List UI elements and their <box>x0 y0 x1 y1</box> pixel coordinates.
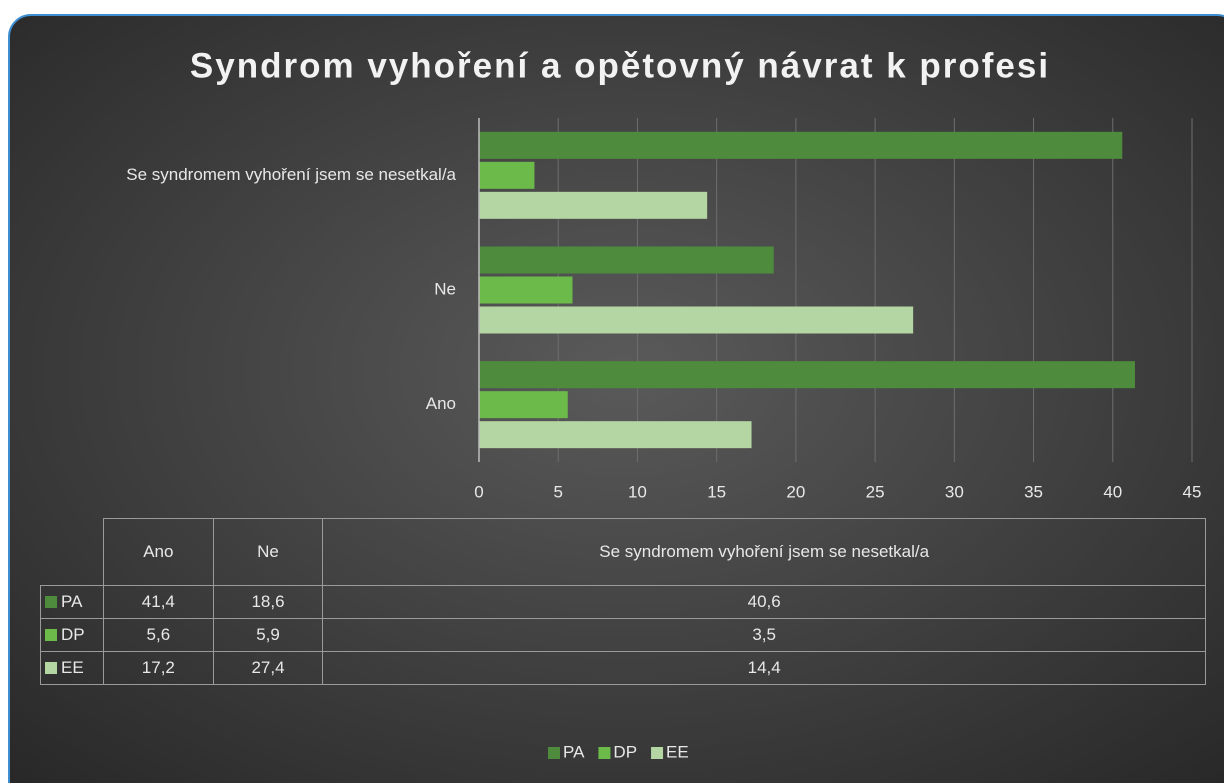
legend-label: DP <box>613 742 637 761</box>
table-row: PA 41,4 18,6 40,6 <box>40 585 1206 619</box>
row-swatch <box>45 629 57 641</box>
y-tick-label: Ano <box>426 394 456 413</box>
y-tick-label: Ne <box>434 279 456 298</box>
x-tick-label: 25 <box>866 482 885 501</box>
legend-swatch <box>598 747 611 759</box>
data-table: Ano Ne Se syndromem vyhoření jsem se nes… <box>40 518 1206 685</box>
table-header-cell: Ano <box>103 518 214 586</box>
x-tick-label: 10 <box>628 482 647 501</box>
bar <box>479 131 1123 159</box>
table-cell: 41,4 <box>103 585 214 619</box>
x-tick-label: 5 <box>553 482 562 501</box>
x-tick-label: 40 <box>1103 482 1122 501</box>
legend-label: EE <box>666 742 689 761</box>
x-tick-label: 20 <box>786 482 805 501</box>
table-cell: 27,4 <box>212 651 324 685</box>
table-header: Ano Ne Se syndromem vyhoření jsem se nes… <box>40 518 1206 586</box>
bar <box>479 246 774 274</box>
row-swatch <box>45 596 57 608</box>
legend-swatch <box>651 747 664 759</box>
bar <box>479 191 708 219</box>
table-corner <box>40 518 104 586</box>
row-name: PA <box>61 592 83 611</box>
bar <box>479 306 914 334</box>
table-cell: 14,4 <box>322 651 1206 685</box>
table-header-cell: Se syndromem vyhoření jsem se nesetkal/a <box>322 518 1206 586</box>
table-cell: 17,2 <box>103 651 214 685</box>
legend-swatch <box>548 747 560 759</box>
table-cell: 5,9 <box>212 618 324 652</box>
x-tick-label: 15 <box>707 482 726 501</box>
bar <box>479 391 568 419</box>
x-tick-label: 45 <box>1183 482 1202 501</box>
bar <box>479 361 1135 389</box>
row-name: EE <box>61 658 84 677</box>
y-tick-label: Se syndromem vyhoření jsem se nesetkal/a <box>126 165 456 184</box>
x-tick-label: 0 <box>474 482 483 501</box>
row-swatch <box>45 662 57 674</box>
bar <box>479 276 573 304</box>
table-cell: 5,6 <box>103 618 214 652</box>
chart-title: Syndrom vyhoření a opětovný návrat k pro… <box>190 46 1050 85</box>
bar <box>479 421 752 449</box>
table-cell: 3,5 <box>322 618 1206 652</box>
x-tick-label: 30 <box>945 482 964 501</box>
table-row: EE 17,2 27,4 14,4 <box>40 651 1206 685</box>
table-header-cell: Ne <box>212 518 324 586</box>
table-cell: 40,6 <box>322 585 1206 619</box>
legend-label: PA <box>563 742 585 761</box>
table-cell: 18,6 <box>212 585 324 619</box>
row-header: EE <box>40 651 104 685</box>
row-name: DP <box>61 625 85 644</box>
row-header: PA <box>40 585 104 619</box>
bar <box>479 161 535 189</box>
table-row: DP 5,6 5,9 3,5 <box>40 618 1206 652</box>
row-header: DP <box>40 618 104 652</box>
x-tick-label: 35 <box>1024 482 1043 501</box>
